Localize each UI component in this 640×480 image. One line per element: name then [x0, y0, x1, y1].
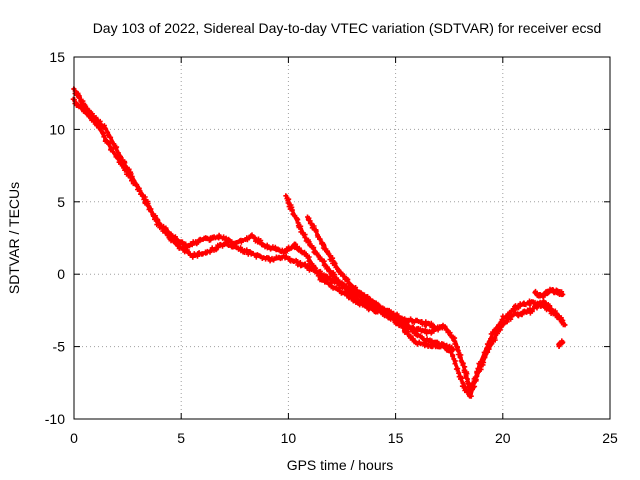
x-tick-label: 10 — [281, 430, 297, 446]
x-axis-title: GPS time / hours — [287, 457, 394, 473]
x-tick-label: 20 — [495, 430, 511, 446]
data-trace — [305, 215, 436, 329]
y-axis-title: SDTVAR / TECUs — [6, 182, 22, 294]
series-trace-d — [305, 214, 437, 330]
y-tick-label: 0 — [57, 266, 65, 282]
y-tick-label: -5 — [53, 339, 66, 355]
y-tick-label: -10 — [45, 411, 65, 427]
plot-frame — [73, 56, 611, 420]
series-trace-f — [556, 338, 566, 349]
data-trace — [284, 194, 456, 352]
x-tick-label: 15 — [388, 430, 404, 446]
y-tick-label: 10 — [49, 121, 65, 137]
data-trace — [72, 98, 567, 392]
y-tick-label: 5 — [57, 194, 65, 210]
data-trace — [533, 288, 565, 298]
series-trace-c — [283, 193, 456, 353]
data-series — [70, 86, 568, 399]
series-trace-b — [70, 96, 568, 392]
y-tick-label: 15 — [49, 49, 65, 65]
ticks: 0 5 10 15 20 25 -10 -5 0 5 10 15 — [45, 49, 618, 446]
x-tick-label: 25 — [602, 430, 618, 446]
x-tick-label: 0 — [70, 430, 78, 446]
x-tick-label: 5 — [177, 430, 185, 446]
series-trace-e — [532, 286, 566, 300]
chart-title: Day 103 of 2022, Sidereal Day-to-day VTE… — [93, 20, 602, 36]
data-trace — [556, 340, 565, 347]
